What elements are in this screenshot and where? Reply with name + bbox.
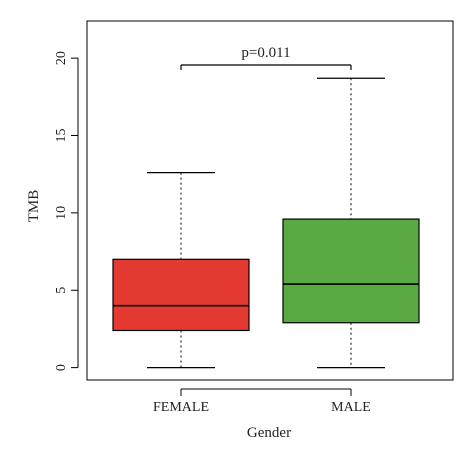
significance-annotation: p=0.011 <box>180 45 352 70</box>
boxes <box>112 77 420 369</box>
x-tick-label: FEMALE <box>153 400 209 415</box>
y-tick-label: 5 <box>54 287 69 294</box>
y-tick-label: 15 <box>54 129 69 143</box>
iqr-box <box>112 258 250 332</box>
y-tick-label: 0 <box>54 364 69 371</box>
x-tick-label: MALE <box>331 400 371 415</box>
y-axis-title: TMB <box>26 190 42 223</box>
x-axis: FEMALE MALE <box>153 388 371 415</box>
x-axis-title: Gender <box>247 425 291 441</box>
box-male <box>282 77 420 369</box>
iqr-box <box>282 218 420 324</box>
y-tick-label: 20 <box>54 51 69 65</box>
box-female <box>112 172 250 369</box>
p-value-label: p=0.011 <box>241 45 290 61</box>
y-axis: 0 5 10 15 20 <box>54 51 79 371</box>
plot-frame <box>86 20 454 381</box>
y-tick-label: 10 <box>54 206 69 220</box>
